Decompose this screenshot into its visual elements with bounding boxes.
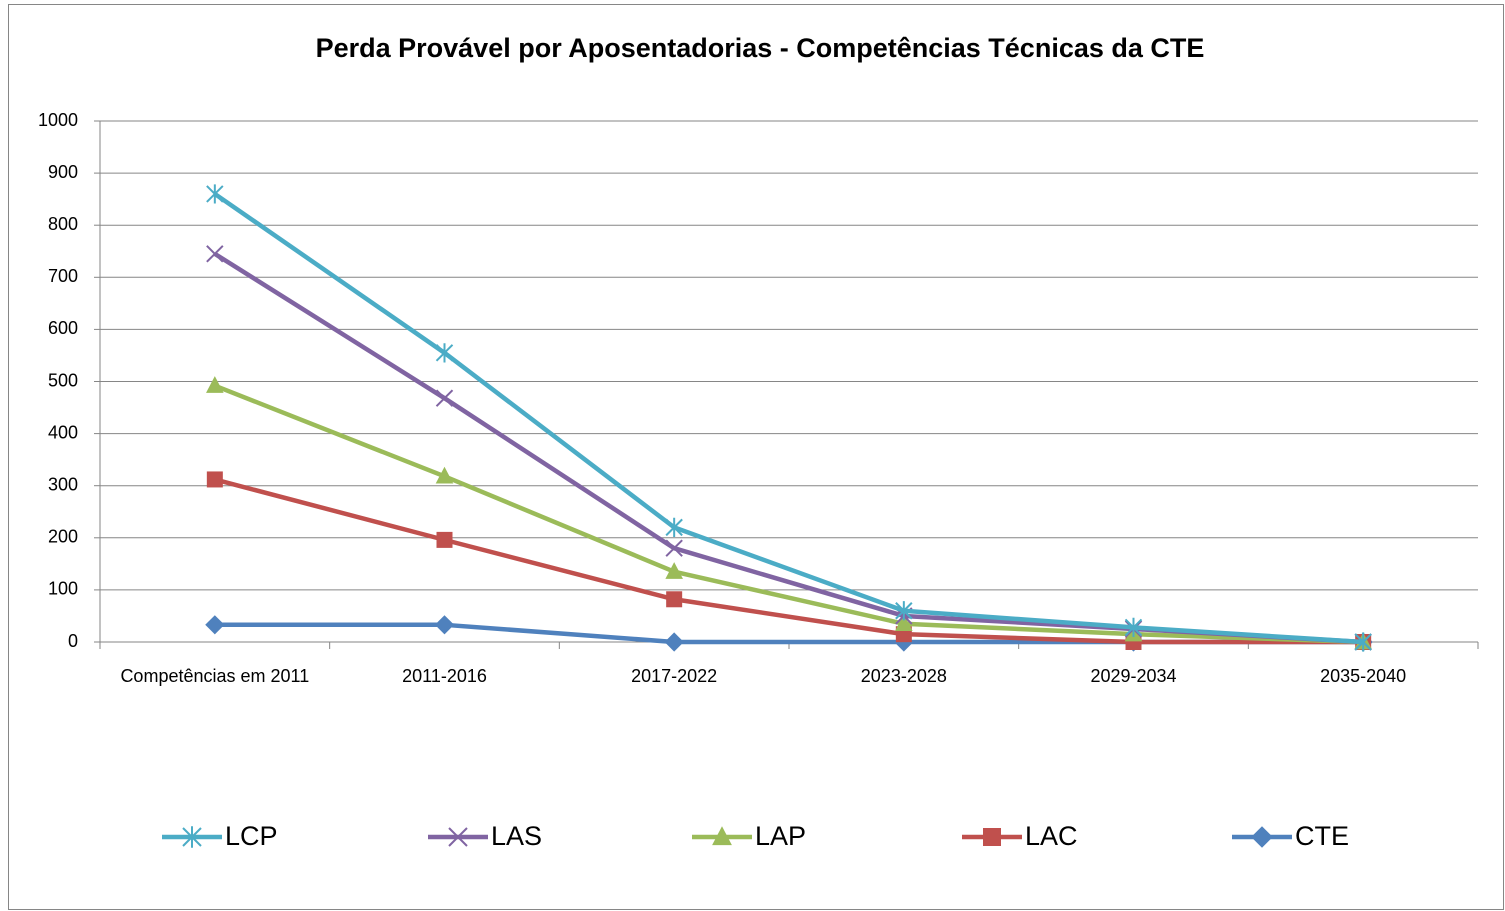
marker: [435, 389, 454, 407]
y-tick-label: 500: [48, 370, 78, 390]
legend-label: CTE: [1295, 821, 1349, 851]
y-tick-label: 100: [48, 579, 78, 599]
marker: [206, 376, 224, 393]
y-tick-label: 0: [68, 631, 78, 651]
x-tick-label: 2023-2028: [860, 666, 947, 686]
y-tick-label: 800: [48, 214, 78, 234]
series-line: [214, 383, 1364, 645]
y-tick-label: 900: [48, 162, 78, 182]
y-tick-label: 1000: [38, 110, 78, 130]
x-tick-label: 2011-2016: [402, 666, 487, 686]
marker: [895, 614, 913, 631]
y-tick-label: 300: [48, 474, 78, 494]
legend-marker: [1251, 826, 1273, 848]
marker: [665, 517, 683, 537]
marker: [1124, 617, 1143, 638]
y-tick-label: 700: [48, 266, 78, 286]
marker: [206, 245, 224, 263]
x-tick-label: Competências em 2011: [120, 666, 310, 686]
x-tick-label: 2035-2040: [1320, 666, 1407, 686]
legend-marker: [182, 826, 202, 848]
marker: [895, 601, 913, 621]
marker: [205, 615, 225, 635]
marker: [665, 539, 683, 557]
marker: [666, 591, 683, 608]
y-tick-label: 200: [48, 527, 78, 547]
y-tick-label: 400: [48, 422, 78, 442]
marker: [664, 632, 684, 652]
chart-title: Perda Provável por Aposentadorias - Comp…: [316, 33, 1205, 63]
series-line: [214, 477, 1364, 645]
legend-label: LAP: [755, 821, 806, 851]
marker: [665, 562, 683, 579]
marker: [435, 343, 454, 363]
legend-label: LAC: [1025, 821, 1078, 851]
x-tick-label: 2017-2022: [631, 666, 718, 686]
marker: [206, 184, 224, 204]
legend-marker: [448, 827, 468, 847]
legend-marker: [712, 826, 732, 846]
y-tick-label: 600: [48, 318, 78, 338]
legend-label: LAS: [491, 821, 542, 851]
chart-border: [8, 4, 1504, 910]
legend-marker: [983, 828, 1001, 846]
marker: [435, 466, 454, 484]
marker: [436, 531, 453, 548]
marker: [206, 471, 223, 488]
x-tick-label: 2029-2034: [1090, 666, 1177, 686]
legend-label: LCP: [225, 821, 278, 851]
marker: [434, 615, 455, 635]
marker: [1354, 632, 1372, 652]
series-line: [213, 192, 1364, 645]
